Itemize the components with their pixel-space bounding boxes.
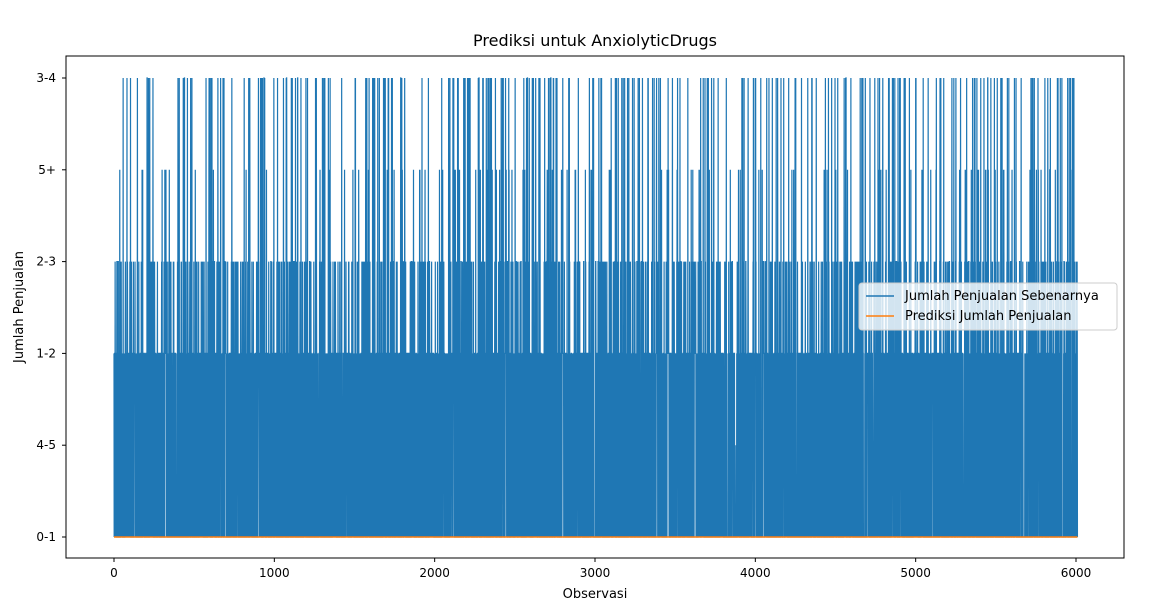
y-tick-label: 4-5: [36, 438, 56, 452]
x-tick-label: 2000: [419, 566, 450, 580]
y-tick-label: 3-4: [36, 71, 56, 85]
legend-box: [858, 282, 1118, 331]
x-tick-label: 0: [110, 566, 118, 580]
plot-area: [113, 77, 1079, 538]
x-axis-title: Observasi: [563, 587, 628, 602]
y-tick-label: 5+: [38, 163, 56, 177]
x-axis: 0 1000 2000 3000 4000 5000 6000: [110, 558, 1091, 580]
x-tick-label: 3000: [580, 566, 611, 580]
series-line-actual: [113, 77, 1079, 538]
y-axis: 0-1 4-5 1-2 2-3 5+ 3-4: [36, 71, 66, 544]
x-tick-label: 1000: [259, 566, 290, 580]
x-tick-label: 5000: [900, 566, 931, 580]
x-tick-label: 6000: [1061, 566, 1092, 580]
y-tick-label: 0-1: [36, 530, 56, 544]
y-axis-title: Jumlah Penjualan: [12, 251, 27, 364]
y-tick-label: 1-2: [36, 346, 56, 360]
legend-label-actual: Jumlah Penjualan Sebenarnya: [904, 289, 1099, 304]
x-tick-label: 4000: [740, 566, 771, 580]
y-tick-label: 2-3: [36, 255, 56, 269]
legend-label-predicted: Prediksi Jumlah Penjualan: [905, 309, 1072, 324]
chart-title: Prediksi untuk AnxiolyticDrugs: [473, 31, 717, 50]
legend: Jumlah Penjualan Sebenarnya Prediksi Jum…: [858, 282, 1118, 331]
